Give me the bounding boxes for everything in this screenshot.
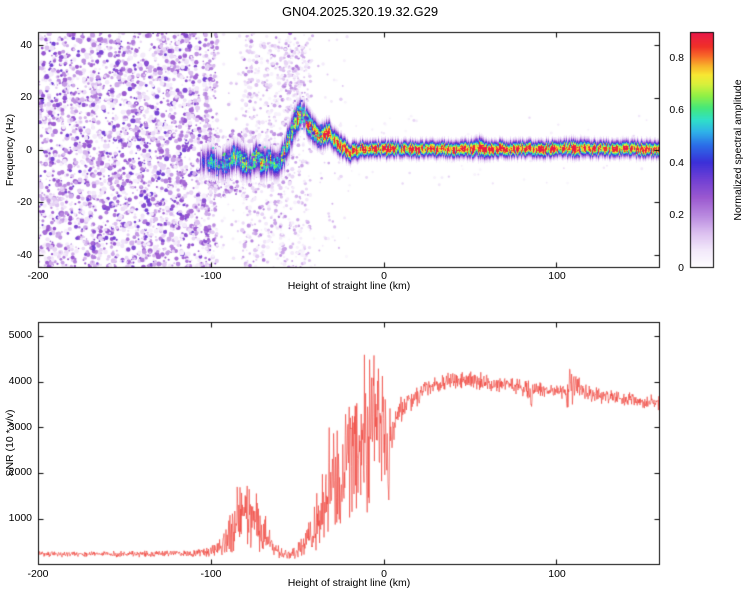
colorbar-tick: 0.8 [669, 52, 684, 64]
spec-ytick: -20 [16, 196, 32, 208]
spec-x-axis-label: Height of straight line (km) [287, 280, 411, 292]
spec-xtick: -100 [200, 270, 222, 282]
figure-title: GN04.2025.320.19.32.G29 [281, 4, 439, 19]
snr-xtick: -200 [27, 568, 49, 580]
spec-ytick: 40 [20, 39, 32, 51]
snr-xtick: 0 [381, 568, 387, 580]
spec-xtick: 100 [548, 270, 566, 282]
snr-x-axis-label: Height of straight line (km) [287, 577, 411, 589]
snr-ytick: 5000 [8, 329, 32, 341]
colorbar-label: Normalized spectral amplitude [731, 79, 744, 221]
spec-ytick: 20 [20, 91, 32, 103]
snr-ytick: 1000 [8, 512, 32, 524]
colorbar-tick: 0.6 [669, 104, 684, 116]
spec-xtick: -200 [27, 270, 49, 282]
spec-ytick: 0 [26, 144, 32, 156]
colorbar-tick: 0 [678, 262, 684, 274]
colorbar-tick: 0.2 [669, 209, 684, 221]
snr-ytick: 3000 [8, 421, 32, 433]
colorbar-tick: 0.4 [669, 157, 684, 169]
snr-xtick: 100 [548, 568, 566, 580]
snr-ytick: 2000 [8, 466, 32, 478]
snr-xtick: -100 [200, 568, 222, 580]
snr-ytick: 4000 [8, 375, 32, 387]
spec-ytick: -40 [16, 249, 32, 261]
spec-xtick: 0 [381, 270, 387, 282]
